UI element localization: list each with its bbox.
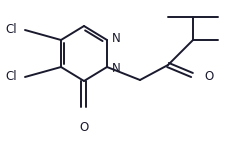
Text: Cl: Cl: [5, 22, 16, 36]
Text: O: O: [203, 69, 212, 83]
Text: N: N: [112, 31, 120, 45]
Text: N: N: [112, 62, 120, 74]
Text: O: O: [79, 121, 88, 134]
Text: Cl: Cl: [5, 69, 16, 83]
